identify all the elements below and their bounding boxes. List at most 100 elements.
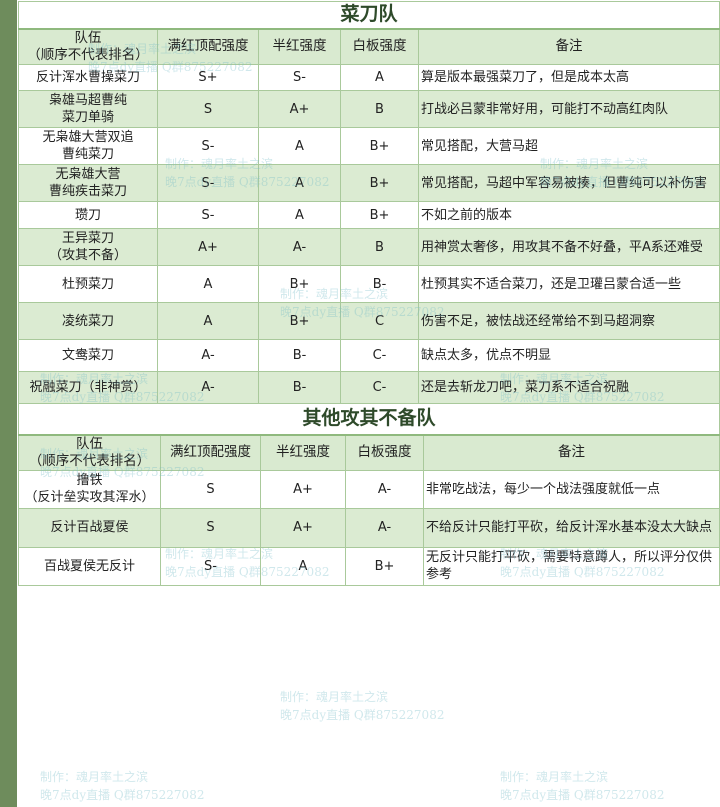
cell-team: 祝融菜刀（非神赏） [18,371,158,404]
cell-half-red-rating: A [260,546,346,586]
watermark: 制作：魂月率土之滨晚7点dy直播 Q群875227082 [280,688,444,724]
cell-team: 凌统菜刀 [18,302,158,340]
cell-team: 文鸯菜刀 [18,339,158,372]
table-row: 无枭雄大营 曹纯疾击菜刀 S- A B+ 常见搭配，马超中军容易被揍，但曹纯可以补伤害 [18,164,720,202]
cleaver-team-table: 菜刀队 队伍 （顺序不代表排名） 满红顶配强度 半红强度 白板强度 备注 反计浑水曹操菜… [18,1,720,404]
cell-half-red-rating: A+ [260,469,346,509]
cell-half-red-rating: A- [258,228,341,266]
cell-team: 无枭雄大营 曹纯疾击菜刀 [18,164,158,202]
cell-remark: 打战必吕蒙非常好用，可能打不动高红肉队 [418,90,720,128]
table-row: 瓒刀 S- A B+ 不如之前的版本 [18,201,720,229]
column-header-full-red-rating: 满红顶配强度 [157,28,259,65]
cell-blank-rating: B- [340,265,419,303]
watermark: 制作：魂月率土之滨晚7点dy直播 Q群875227082 [500,768,664,804]
column-header-team: 队伍 （顺序不代表排名） [18,434,161,471]
cell-full-red-rating: A+ [157,228,259,266]
cell-blank-rating: A [340,64,419,91]
cell-full-red-rating: S [160,469,261,509]
cell-half-red-rating: A [258,127,341,165]
cell-team: 反计浑水曹操菜刀 [18,64,158,91]
cell-team: 无枭雄大营双追 曹纯菜刀 [18,127,158,165]
cell-remark: 算是版本最强菜刀了，但是成本太高 [418,64,720,91]
cell-team: 撸铁 （反计垒实攻其浑水） [18,469,161,509]
cell-remark: 还是去斩龙刀吧，菜刀系不适合祝融 [418,371,720,404]
table-row: 凌统菜刀 A B+ C 伤害不足，被怯战还经常给不到马超洞察 [18,302,720,340]
cell-full-red-rating: A [157,302,259,340]
cell-blank-rating: B [340,90,419,128]
cell-blank-rating: C- [340,371,419,404]
cell-team: 枭雄马超曹纯 菜刀单骑 [18,90,158,128]
cell-blank-rating: B+ [340,164,419,202]
table-row: 反计浑水曹操菜刀 S+ S- A 算是版本最强菜刀了，但是成本太高 [18,64,720,91]
cell-remark: 非常吃战法，每少一个战法强度就低一点 [423,469,720,509]
cell-remark: 不给反计只能打平砍，给反计浑水基本没太大缺点 [423,507,720,548]
cell-full-red-rating: S [160,507,261,548]
cell-half-red-rating: B- [258,371,341,404]
column-header-blank-rating: 白板强度 [345,434,424,471]
cell-full-red-rating: A- [157,371,259,404]
cell-half-red-rating: B+ [258,302,341,340]
table-row: 反计百战夏侯 S A+ A- 不给反计只能打平砍，给反计浑水基本没太大缺点 [18,507,720,548]
cell-blank-rating: B+ [345,546,424,586]
watermark-line1: 制作：魂月率土之滨 [280,690,389,704]
cell-blank-rating: B+ [340,127,419,165]
table-row: 文鸯菜刀 A- B- C- 缺点太多，优点不明显 [18,339,720,372]
column-header-full-red-rating: 满红顶配强度 [160,434,261,471]
watermark-line1: 制作：魂月率土之滨 [40,770,149,784]
cell-full-red-rating: S- [157,164,259,202]
cell-full-red-rating: A- [157,339,259,372]
cell-remark: 无反计只能打平砍，需要特意蹲人，所以评分仅供参考 [423,546,720,586]
table-row: 杜预菜刀 A B+ B- 杜预其实不适合菜刀，还是卫瓘吕蒙合适一些 [18,265,720,303]
cell-remark: 不如之前的版本 [418,201,720,229]
cell-remark: 杜预其实不适合菜刀，还是卫瓘吕蒙合适一些 [418,265,720,303]
cell-full-red-rating: S+ [157,64,259,91]
cell-team: 瓒刀 [18,201,158,229]
cell-full-red-rating: S- [160,546,261,586]
cell-team: 杜预菜刀 [18,265,158,303]
cell-blank-rating: B [340,228,419,266]
cell-half-red-rating: S- [258,64,341,91]
watermark-line2: 晚7点dy直播 Q群875227082 [500,788,665,802]
watermark-line2: 晚7点dy直播 Q群875227082 [280,708,445,722]
cell-half-red-rating: A [258,164,341,202]
cell-half-red-rating: B- [258,339,341,372]
cell-blank-rating: A- [345,469,424,509]
cell-team: 百战夏侯无反计 [18,546,161,586]
column-header-blank-rating: 白板强度 [340,28,419,65]
cell-full-red-rating: S [157,90,259,128]
table-title: 菜刀队 [18,1,720,30]
cell-full-red-rating: A [157,265,259,303]
column-header-remark: 备注 [423,434,720,471]
table-row: 撸铁 （反计垒实攻其浑水） S A+ A- 非常吃战法，每少一个战法强度就低一点 [18,469,720,509]
cell-half-red-rating: B+ [258,265,341,303]
cell-remark: 常见搭配，大营马超 [418,127,720,165]
table-row: 百战夏侯无反计 S- A B+ 无反计只能打平砍，需要特意蹲人，所以评分仅供参考 [18,546,720,586]
watermark-line2: 晚7点dy直播 Q群875227082 [40,788,205,802]
cell-half-red-rating: A+ [260,507,346,548]
table-row: 祝融菜刀（非神赏） A- B- C- 还是去斩龙刀吧，菜刀系不适合祝融 [18,371,720,404]
column-header-remark: 备注 [418,28,720,65]
cell-remark: 缺点太多，优点不明显 [418,339,720,372]
watermark: 制作：魂月率土之滨晚7点dy直播 Q群875227082 [40,768,204,804]
cell-remark: 常见搭配，马超中军容易被揍，但曹纯可以补伤害 [418,164,720,202]
cell-half-red-rating: A+ [258,90,341,128]
table-title: 其他攻其不备队 [18,403,720,436]
cell-half-red-rating: A [258,201,341,229]
column-header-half-red-rating: 半红强度 [260,434,346,471]
column-header-team: 队伍 （顺序不代表排名） [18,28,158,65]
cell-team: 王异菜刀 （攻其不备） [18,228,158,266]
table-row: 无枭雄大营双追 曹纯菜刀 S- A B+ 常见搭配，大营马超 [18,127,720,165]
cell-full-red-rating: S- [157,201,259,229]
other-team-table: 其他攻其不备队 队伍 （顺序不代表排名） 满红顶配强度 半红强度 白板强度 备注 撸铁 … [18,403,720,586]
cell-full-red-rating: S- [157,127,259,165]
watermark-line1: 制作：魂月率土之滨 [500,770,609,784]
table-row: 王异菜刀 （攻其不备） A+ A- B 用神赏太奢侈，用攻其不备不好叠，平A系还难受 [18,228,720,266]
table-row: 枭雄马超曹纯 菜刀单骑 S A+ B 打战必吕蒙非常好用，可能打不动高红肉队 [18,90,720,128]
cell-team: 反计百战夏侯 [18,507,161,548]
cell-remark: 用神赏太奢侈，用攻其不备不好叠，平A系还难受 [418,228,720,266]
cell-blank-rating: A- [345,507,424,548]
column-header-half-red-rating: 半红强度 [258,28,341,65]
cell-remark: 伤害不足，被怯战还经常给不到马超洞察 [418,302,720,340]
cell-blank-rating: C [340,302,419,340]
cell-blank-rating: B+ [340,201,419,229]
